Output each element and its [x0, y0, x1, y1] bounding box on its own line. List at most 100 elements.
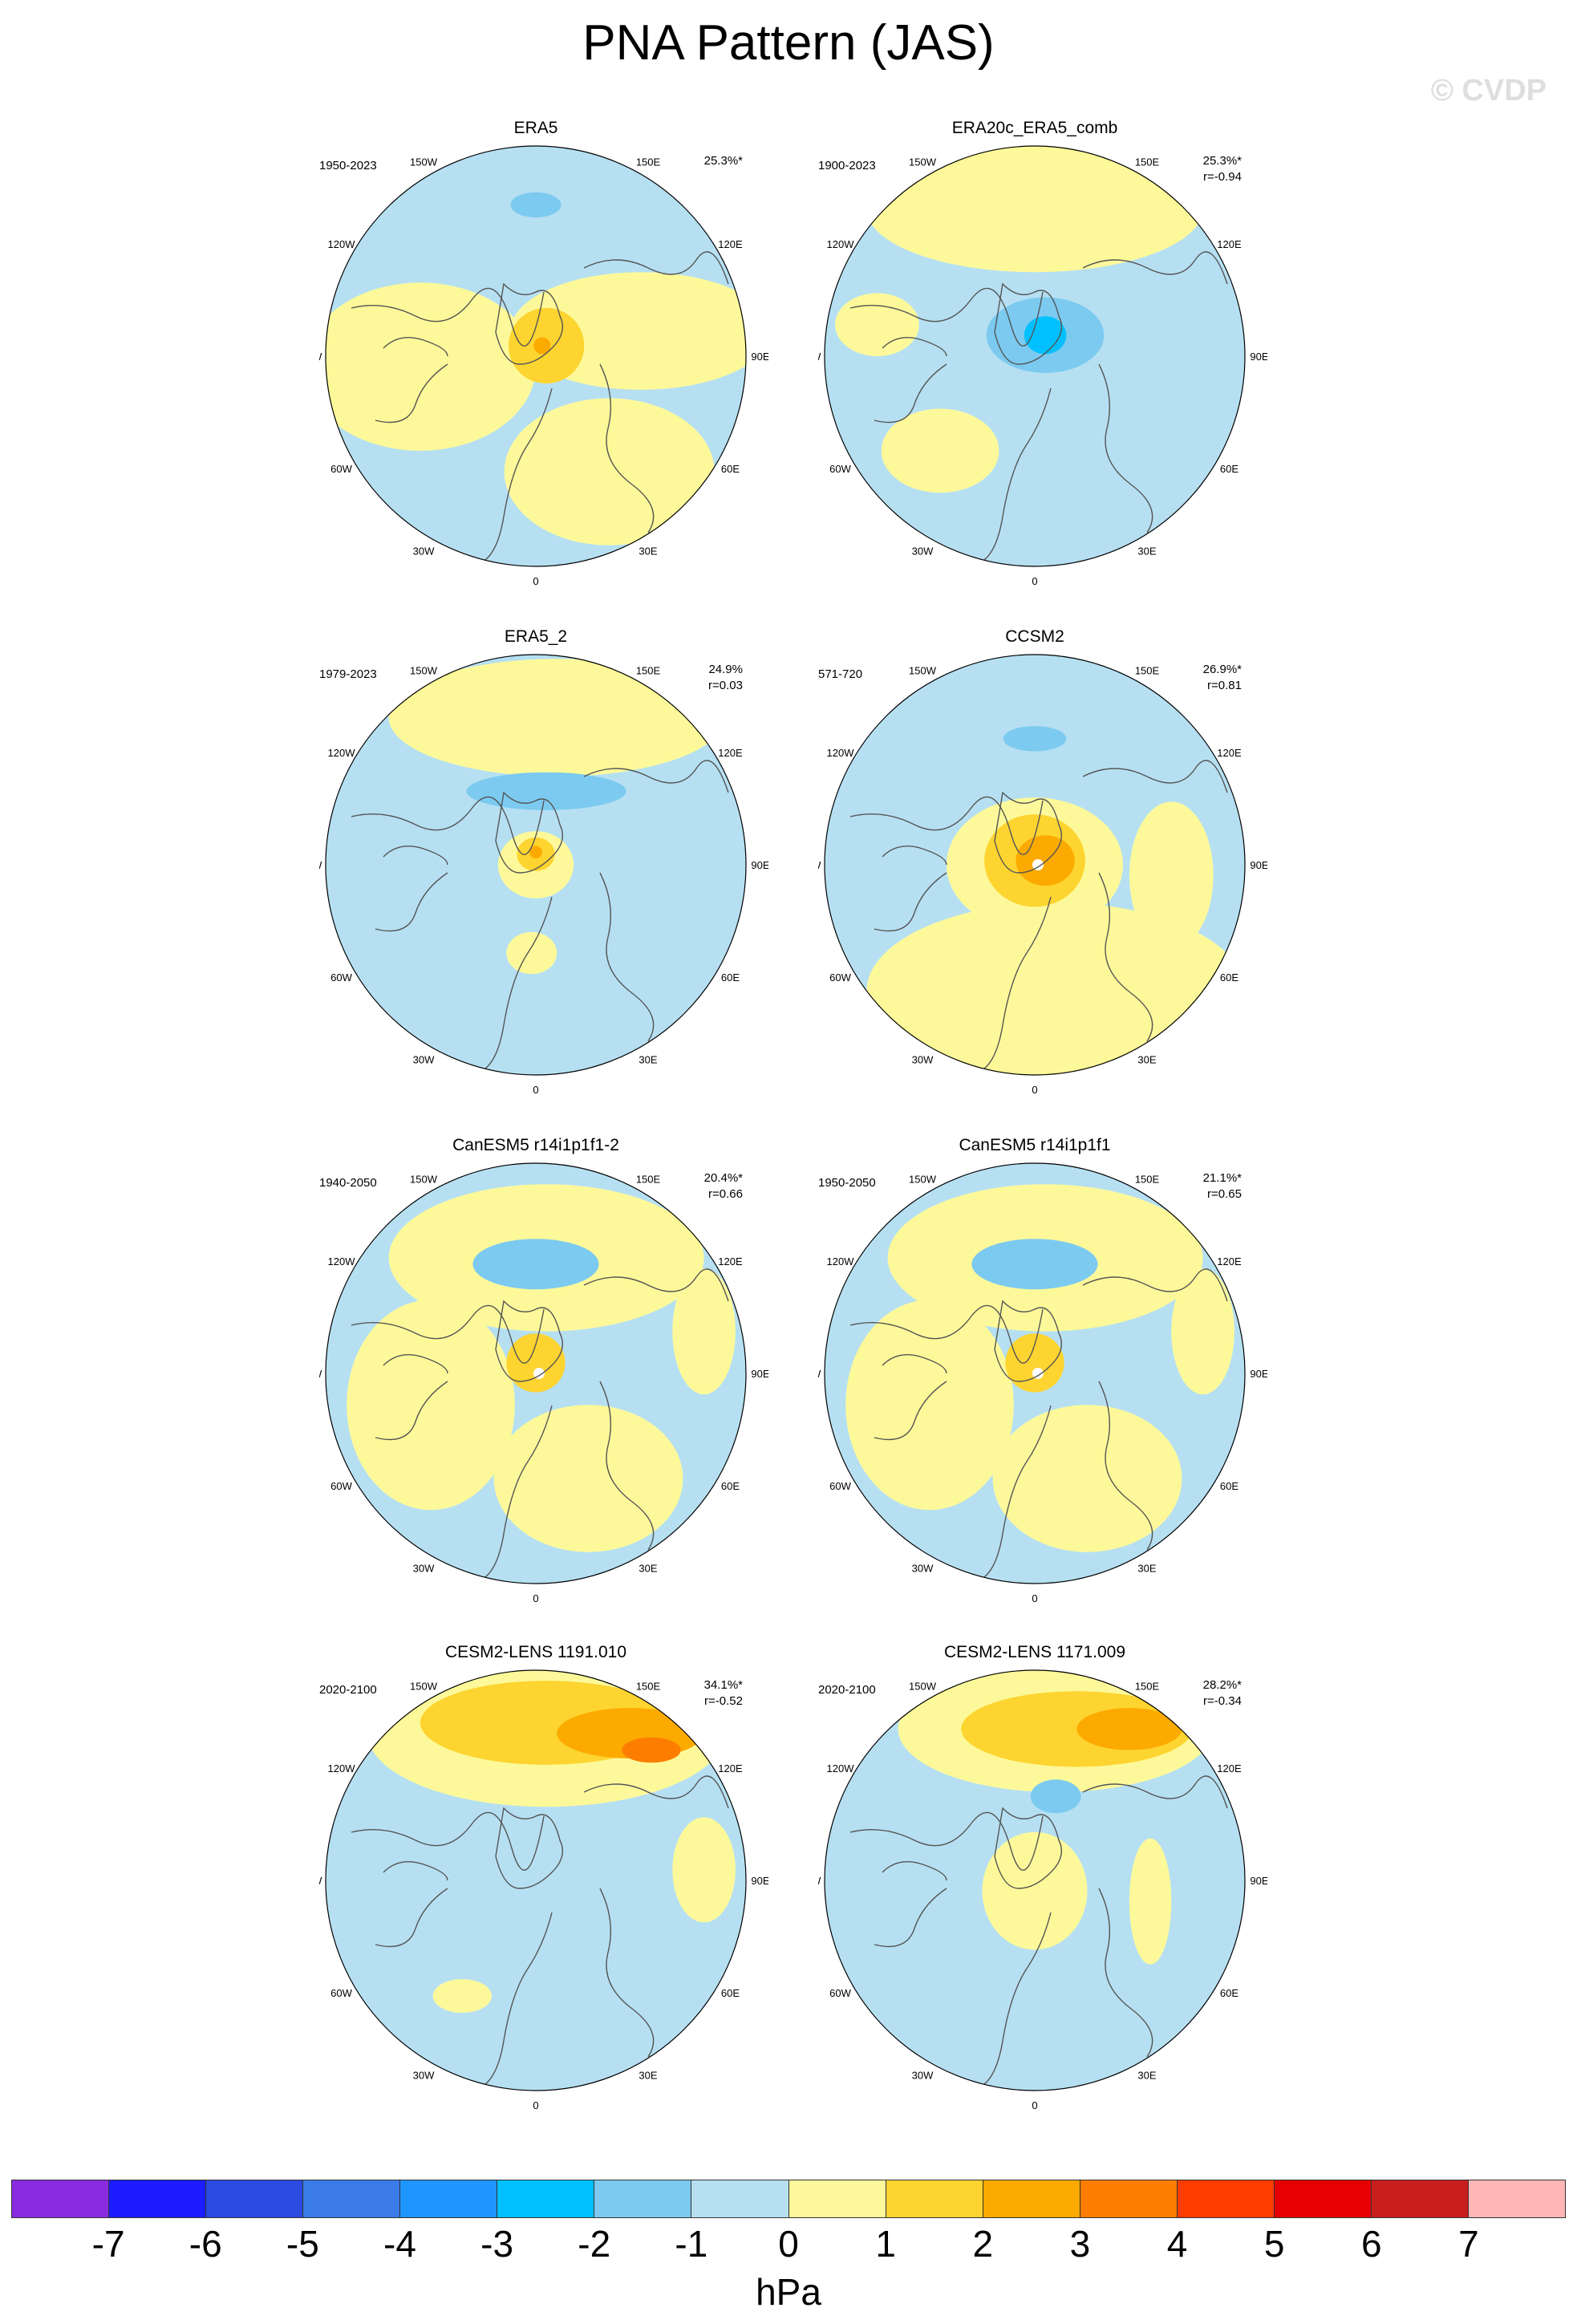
longitude-label: 0 [1032, 2099, 1037, 2111]
longitude-label: 60E [1220, 1480, 1238, 1492]
colorbar-tick-label: -2 [578, 2223, 611, 2265]
polar-map: 180150E120E90E60E30E030W60W90W120W150W [319, 1162, 768, 1604]
negative-anomaly [1003, 726, 1067, 752]
coastlines [351, 251, 729, 566]
map-border [824, 1162, 1246, 1584]
positive-anomaly [347, 1300, 515, 1511]
longitude-label: 90E [751, 1368, 768, 1380]
longitude-label: 90E [1250, 1875, 1267, 1887]
longitude-label: 90W [319, 859, 322, 871]
positive-anomaly [506, 1333, 566, 1393]
longitude-label: 120W [328, 1255, 356, 1267]
map-panel: CESM2-LENS 1171.009 2020-2100 28.2%* r=-0.3… [818, 1643, 1380, 2156]
longitude-label: 60E [1220, 1987, 1238, 1999]
polar-map: 180150E120E90E60E30E030W60W90W120W150W [818, 654, 1267, 1096]
panel-period: 1950-2050 [818, 1176, 876, 1190]
longitude-label: 60E [721, 463, 740, 475]
colorbar-segment [1371, 2180, 1469, 2217]
longitude-label: 30E [639, 545, 657, 557]
negative-anomaly [971, 1239, 1098, 1290]
longitude-label: 120E [1217, 747, 1242, 759]
panel-period: 1950-2023 [319, 159, 377, 172]
panel-correlation: r=0.66 [708, 1187, 743, 1201]
longitude-label: 30W [912, 1053, 934, 1065]
longitude-label: 90E [1250, 859, 1267, 871]
positive-anomaly [845, 1300, 1014, 1511]
colorbar-tick-label: 7 [1458, 2223, 1479, 2265]
map-border [824, 654, 1246, 1076]
colorbar-unit: hPa [756, 2271, 821, 2313]
polar-map: 180150E120E90E60E30E030W60W90W120W150W [818, 1162, 1267, 1604]
longitude-label: 150W [909, 665, 937, 677]
panel-correlation: r=-0.34 [1203, 1694, 1242, 1708]
coastlines [351, 1268, 729, 1583]
longitude-label: 30E [639, 2069, 657, 2081]
panel-period: 2020-2100 [319, 1683, 377, 1697]
map-border [824, 1669, 1246, 2091]
polar-map: 180150E120E90E60E30E030W60W90W120W150W [319, 654, 768, 1096]
longitude-label: 0 [1032, 575, 1037, 587]
positive-anomaly [388, 659, 725, 777]
colorbar-segment [303, 2180, 401, 2217]
watermark: © CVDP [1430, 74, 1547, 107]
longitude-label: 60W [829, 971, 851, 984]
map-panel: CanESM5 r14i1p1f1-2 1940-2050 20.4%* r=0.66… [319, 1136, 881, 1649]
panel-variance: 34.1%* [703, 1678, 743, 1692]
positive-anomaly [866, 146, 1203, 273]
colorbar-segment [1274, 2180, 1372, 2217]
colorbar-tick-label: -5 [286, 2223, 319, 2265]
longitude-label: 90E [751, 351, 768, 363]
panel-variance: 24.9% [708, 663, 743, 676]
map-panel: CanESM5 r14i1p1f11950-205021.1%*r=0.6518… [818, 1136, 1380, 1649]
longitude-label: 120W [827, 1762, 855, 1774]
colorbar-tick-label: 2 [972, 2223, 994, 2265]
longitude-label: 90W [319, 351, 322, 363]
longitude-label: 0 [533, 1084, 538, 1096]
panel-period: 2020-2100 [818, 1683, 876, 1697]
colorbar-segment [886, 2180, 983, 2217]
longitude-label: 150E [1135, 1174, 1160, 1186]
polar-map: 180150E120E90E60E30E030W60W90W120W150W [319, 1669, 768, 2111]
longitude-label: 60E [721, 1987, 740, 1999]
colorbar-segment [109, 2180, 207, 2217]
coastlines [351, 1775, 729, 2090]
longitude-label: 90E [751, 1875, 768, 1887]
longitude-label: 60W [330, 971, 352, 984]
colorbar-tick-label: 4 [1166, 2223, 1188, 2265]
map-panel: ERA5_21979-202324.9%r=0.03180150E120E90E… [319, 627, 881, 1141]
pole-marker [1032, 859, 1044, 870]
colorbar-tick-label: 3 [1069, 2223, 1091, 2265]
colorbar-ticks: -7 -6 -5 -4 -3 -2 -1 0 1 2 3 4 5 6 7 [0, 2222, 1577, 2270]
colorbar-tick-label: -4 [383, 2223, 416, 2265]
colorbar-segment [1468, 2180, 1565, 2217]
longitude-label: 90E [1250, 1368, 1267, 1380]
positive-anomaly [1076, 1708, 1182, 1750]
negative-anomaly [466, 772, 626, 810]
longitude-label: 30E [1137, 1053, 1156, 1065]
map-panel: CESM2-LENS 1191.010 2020-2100 34.1%* r=-0.5… [319, 1643, 881, 2156]
map-border [824, 145, 1246, 567]
longitude-label: 150E [636, 1681, 661, 1693]
panel-variance: 20.4%* [703, 1171, 743, 1185]
panel-title: CESM2-LENS 1171.009 [943, 1643, 1126, 1661]
longitude-label: 30W [413, 2069, 435, 2081]
negative-anomaly [510, 192, 561, 218]
panel-variance: 28.2%* [1202, 1678, 1242, 1692]
panel-correlation: r=0.03 [708, 679, 743, 692]
longitude-label: 30W [912, 1562, 934, 1574]
map-border [325, 1162, 747, 1584]
positive-anomaly [982, 1831, 1088, 1950]
panel-variance: 21.1%* [1202, 1171, 1242, 1185]
negative-anomaly [1030, 1779, 1081, 1814]
longitude-label: 60W [330, 463, 352, 475]
longitude-label: 120W [827, 747, 855, 759]
polar-map: 180150E120E90E60E30E030W60W90W120W150W [818, 145, 1267, 587]
longitude-label: 150E [636, 665, 661, 677]
panel-period: 571-720 [818, 667, 863, 681]
longitude-label: 30E [639, 1053, 657, 1065]
panel-title: CanESM5 r14i1p1f1-2 [452, 1136, 619, 1154]
colorbar-tick-label: 5 [1263, 2223, 1285, 2265]
negative-anomaly [472, 1239, 599, 1290]
longitude-label: 120E [1217, 1762, 1242, 1774]
panel-period: 1940-2050 [319, 1176, 377, 1190]
